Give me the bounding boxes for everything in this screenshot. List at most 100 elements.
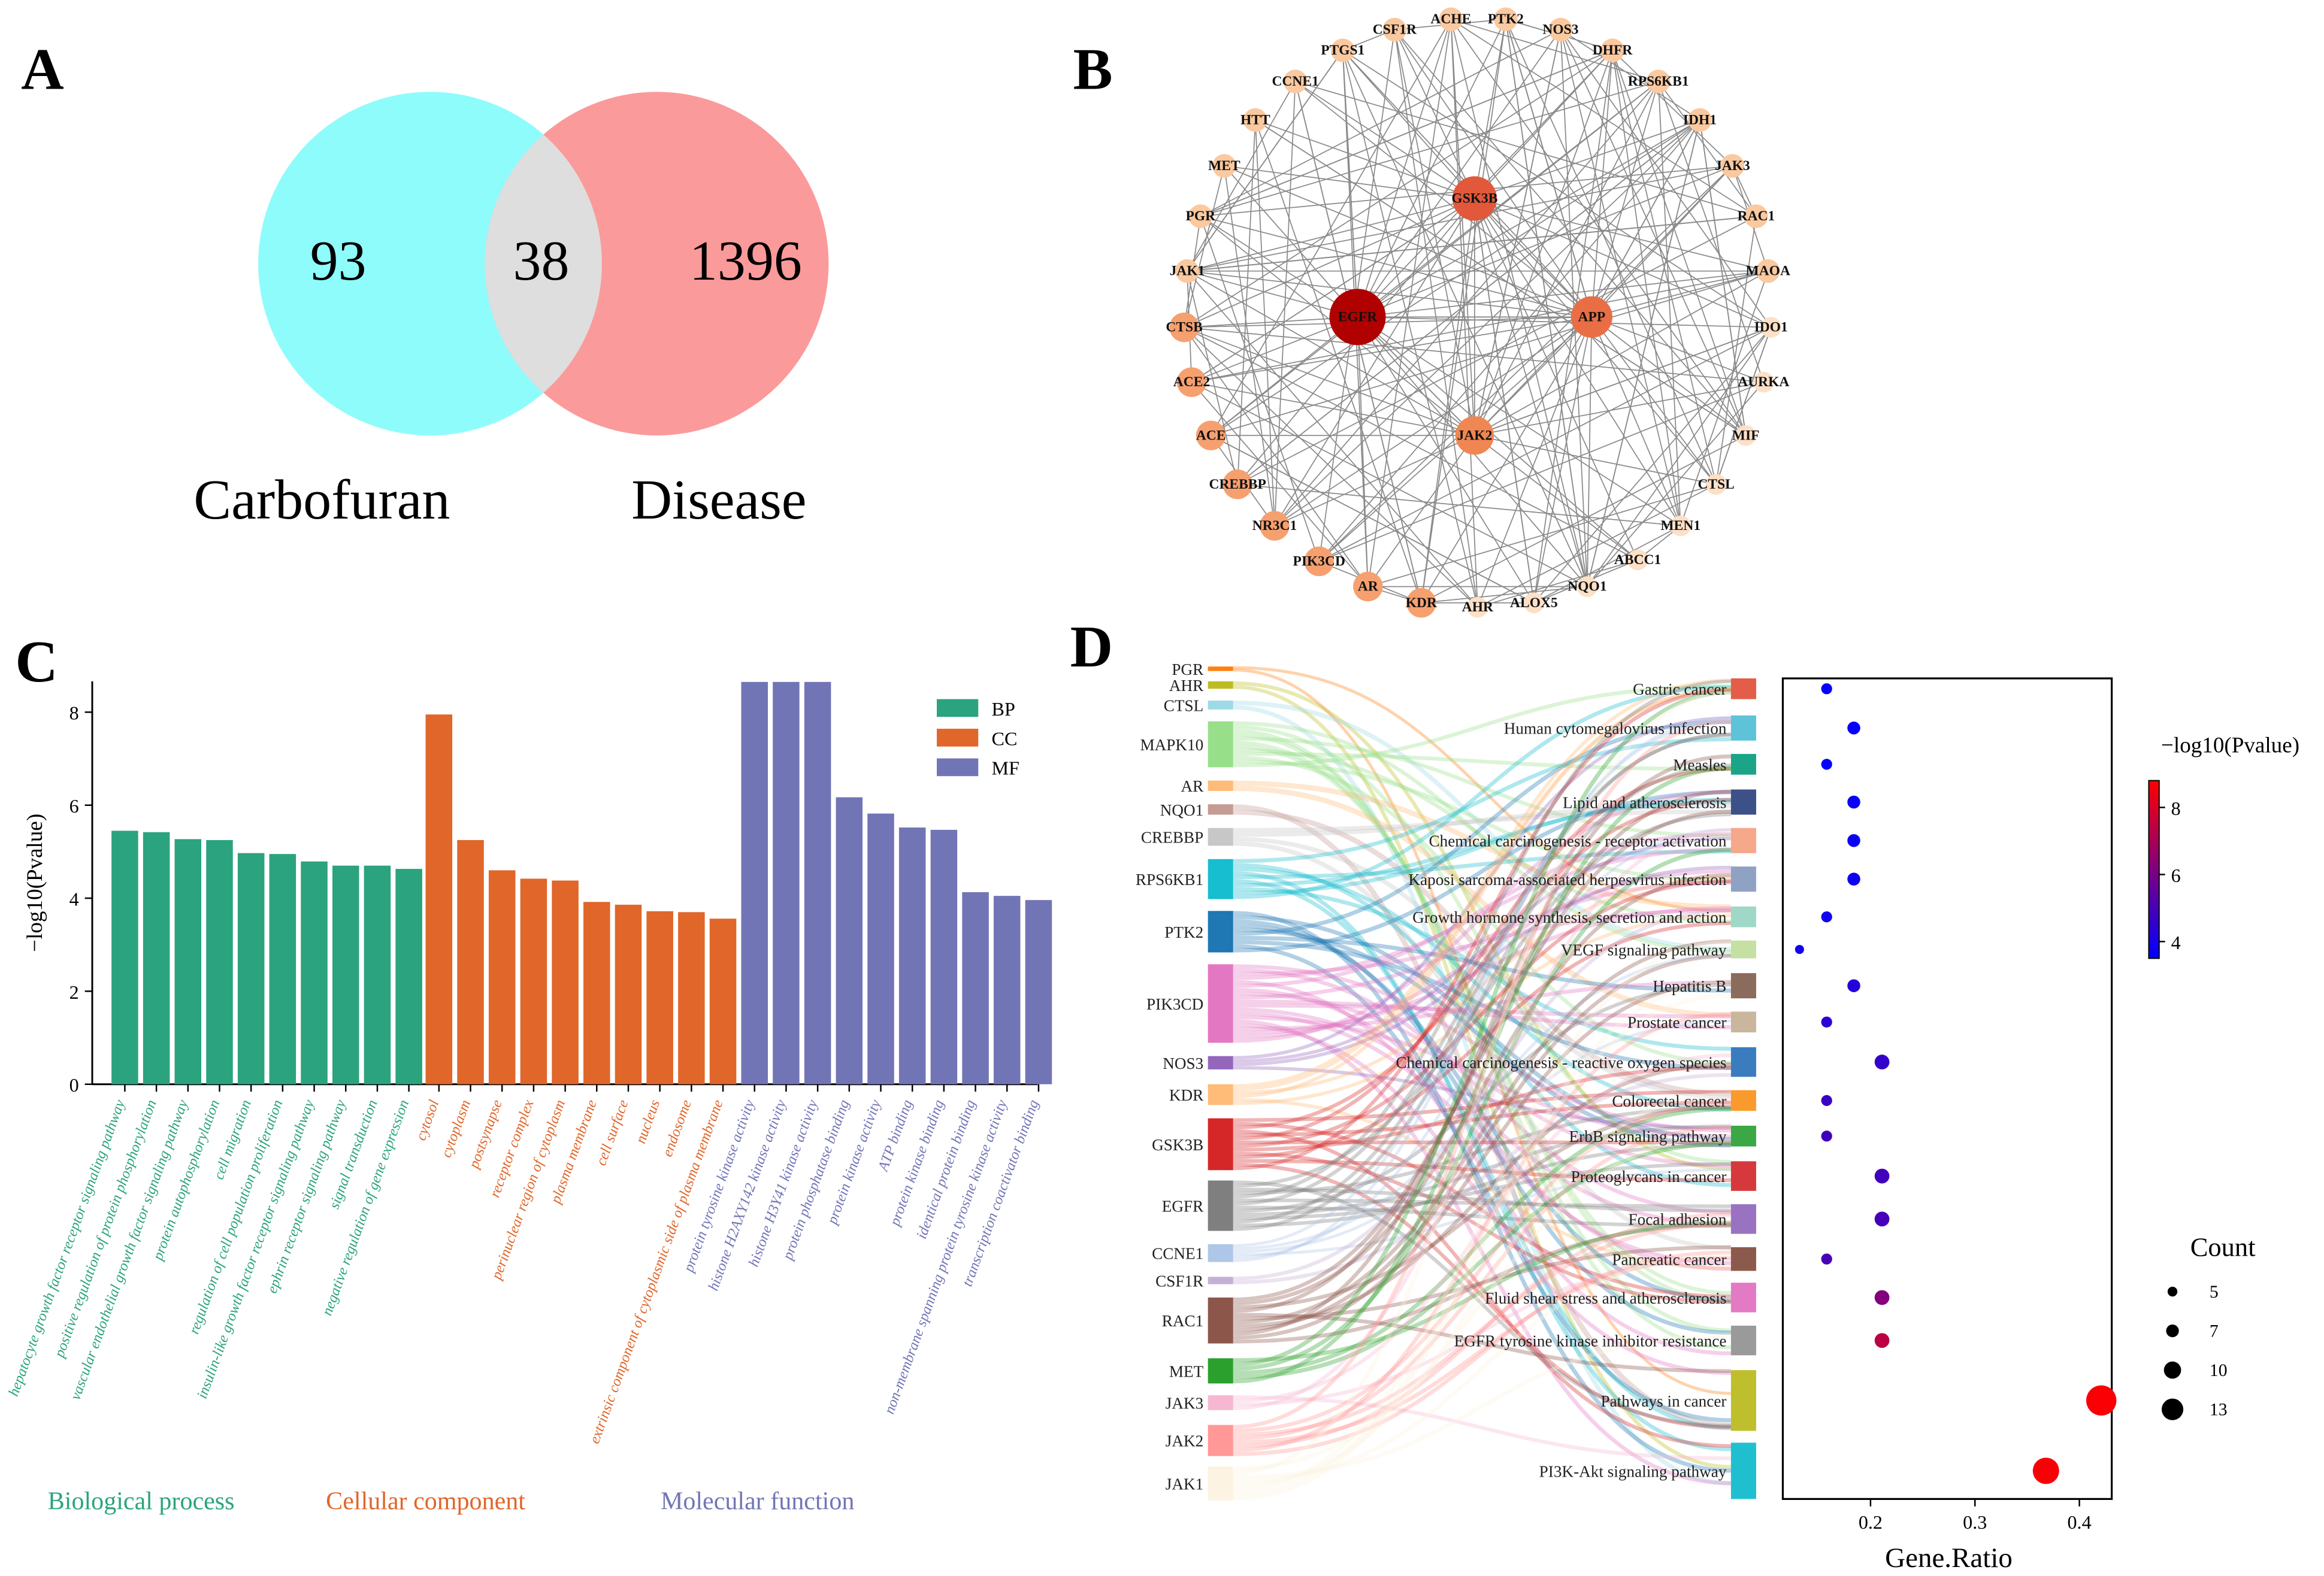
network-node-label: ACHE bbox=[1430, 11, 1471, 27]
network-node-abcc1 bbox=[1627, 549, 1648, 571]
network-node-label: AR bbox=[1358, 579, 1379, 595]
sankey-link bbox=[1233, 1257, 1731, 1407]
network-edge bbox=[1255, 119, 1475, 199]
sankey-pathway-node bbox=[1730, 1283, 1756, 1313]
network-edge bbox=[1318, 381, 1764, 562]
sankey-link bbox=[1233, 720, 1731, 1247]
network-node-htt bbox=[1243, 108, 1267, 132]
sankey-link bbox=[1233, 921, 1731, 1159]
size-legend-label: 5 bbox=[2210, 1283, 2219, 1302]
network-edge bbox=[1474, 81, 1659, 436]
sankey-link bbox=[1233, 1180, 1731, 1428]
network-node-label: PGR bbox=[1186, 208, 1217, 224]
network-edge bbox=[1612, 50, 1747, 436]
network-edge bbox=[1187, 271, 1478, 608]
sankey-link bbox=[1233, 688, 1731, 1171]
sankey-gene-node bbox=[1208, 721, 1233, 768]
sankey-link bbox=[1233, 732, 1731, 1224]
sankey-link bbox=[1233, 919, 1731, 1335]
network-node-maoa bbox=[1756, 259, 1780, 283]
sankey-link bbox=[1233, 809, 1731, 1097]
network-node-label: JAK1 bbox=[1170, 263, 1205, 279]
network-edge bbox=[1474, 29, 1562, 436]
network-edge bbox=[1200, 216, 1592, 318]
network-node-ctsb bbox=[1169, 312, 1199, 343]
sankey-gene-node bbox=[1208, 804, 1233, 815]
network-edge bbox=[1474, 198, 1772, 328]
sankey-link bbox=[1233, 908, 1731, 1281]
network-edge bbox=[1474, 50, 1613, 199]
network-edge bbox=[1274, 81, 1296, 526]
dot-point bbox=[1795, 945, 1804, 954]
network-edge bbox=[1191, 270, 1768, 383]
colorbar bbox=[2148, 780, 2160, 959]
network-node-label: CTSL bbox=[1697, 477, 1734, 492]
sankey-link bbox=[1233, 687, 1731, 1098]
sankey-gene-node bbox=[1208, 1297, 1233, 1344]
legend-label: CC bbox=[992, 728, 1018, 749]
sankey-link bbox=[1233, 873, 1731, 1305]
bar-bp bbox=[206, 839, 233, 1084]
network-edge bbox=[1591, 119, 1700, 317]
sankey-gene-node bbox=[1208, 681, 1233, 689]
sankey-link bbox=[1233, 719, 1731, 1429]
network-edge bbox=[1560, 29, 1681, 526]
sankey-link bbox=[1233, 1187, 1731, 1213]
network-node-label: HTT bbox=[1240, 112, 1270, 128]
bar-mf bbox=[898, 827, 926, 1084]
network-edge bbox=[1474, 381, 1764, 437]
dot-point bbox=[1821, 1131, 1832, 1142]
network-node-label: JAK2 bbox=[1457, 428, 1493, 443]
bar-cc bbox=[552, 880, 579, 1084]
sankey-link bbox=[1233, 679, 1731, 1199]
sankey-gene-node bbox=[1208, 1395, 1233, 1410]
sankey-link bbox=[1233, 1007, 1731, 1227]
network-edge bbox=[1367, 484, 1717, 587]
sankey-gene-label: NOS3 bbox=[1163, 1054, 1203, 1072]
sankey-link bbox=[1233, 1255, 1731, 1445]
sankey-gene-label: CSF1R bbox=[1155, 1272, 1204, 1290]
size-legend-label: 13 bbox=[2210, 1401, 2228, 1420]
network-edge bbox=[1477, 559, 1638, 608]
sankey-gene-label: JAK1 bbox=[1166, 1475, 1203, 1493]
network-edge bbox=[1191, 381, 1588, 587]
sankey-gene-label: EGFR bbox=[1162, 1197, 1204, 1215]
category-label: nucleus bbox=[633, 1098, 663, 1145]
network-edge bbox=[1560, 29, 1772, 328]
venn-count-disease: 1396 bbox=[689, 230, 802, 292]
size-legend-dot bbox=[2167, 1286, 2178, 1297]
panel-label-d: D bbox=[1070, 614, 1113, 680]
dot-point bbox=[1874, 1333, 1890, 1348]
sankey-link bbox=[1233, 1107, 1731, 1375]
sankey-link bbox=[1233, 1168, 1731, 1256]
sankey-gene-node bbox=[1208, 964, 1233, 1043]
sankey-link bbox=[1233, 935, 1731, 993]
network-edge bbox=[1657, 81, 1765, 383]
network-edge bbox=[1587, 381, 1764, 587]
network-node-label: DHFR bbox=[1593, 43, 1633, 58]
network-edge bbox=[1450, 19, 1588, 587]
network-node-label: ABCC1 bbox=[1614, 552, 1661, 568]
sankey-pathway-label: Measles bbox=[1673, 756, 1726, 774]
sankey-pathway-node bbox=[1730, 1370, 1756, 1431]
sankey-gene-node bbox=[1208, 1466, 1233, 1501]
network-edge bbox=[1474, 326, 1771, 437]
venn-count-carbofuran: 93 bbox=[310, 230, 367, 292]
bar-bp bbox=[364, 865, 391, 1084]
network-node-ido1 bbox=[1760, 317, 1781, 338]
network-edge bbox=[1367, 19, 1452, 587]
network-edge bbox=[1274, 435, 1475, 526]
sankey-link bbox=[1233, 944, 1731, 1423]
sankey-link bbox=[1233, 717, 1731, 1262]
network-edge bbox=[1191, 316, 1358, 383]
sankey-gene-label: PGR bbox=[1172, 660, 1204, 678]
sankey-pathway-label: ErbB signaling pathway bbox=[1569, 1128, 1727, 1145]
sankey-gene-label: GSK3B bbox=[1152, 1136, 1203, 1154]
panel-label-c: C bbox=[15, 629, 58, 695]
sankey-link bbox=[1233, 756, 1731, 1065]
network-edge bbox=[1450, 19, 1478, 608]
network-node-label: IDH1 bbox=[1683, 112, 1717, 128]
sankey-link bbox=[1233, 1198, 1731, 1208]
network-edge bbox=[1474, 270, 1769, 437]
